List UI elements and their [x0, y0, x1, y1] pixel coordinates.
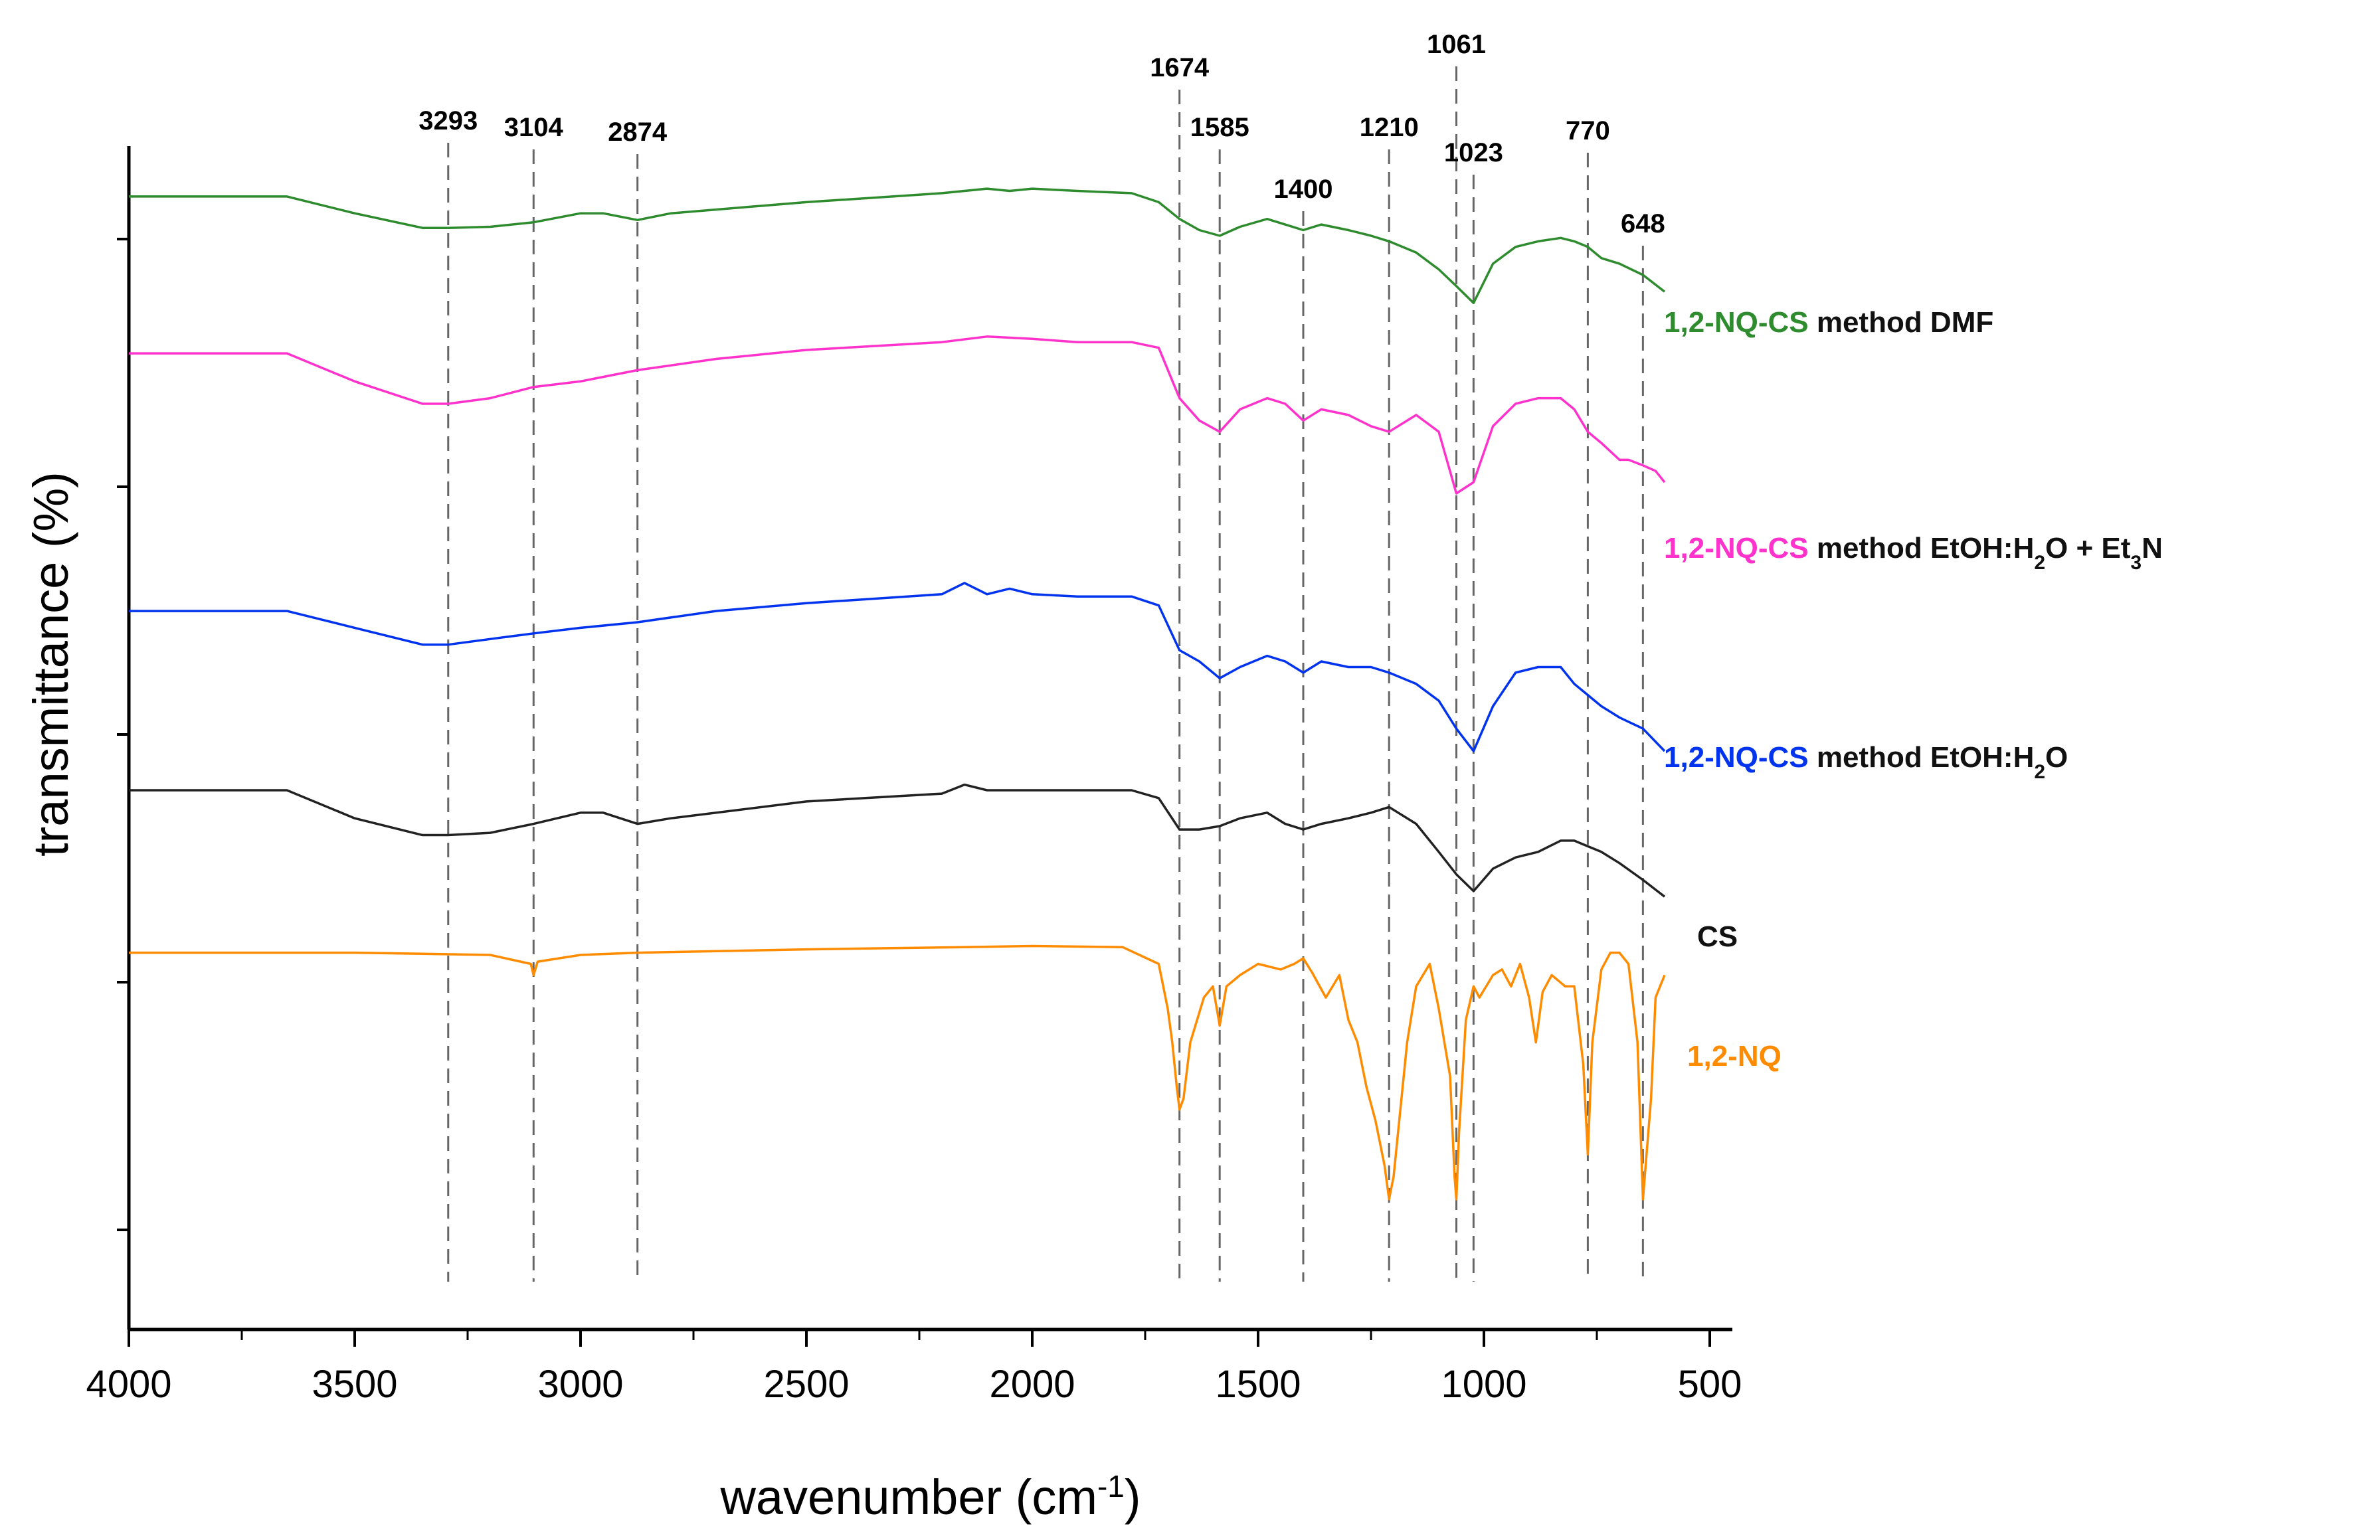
- peak-label: 2874: [608, 118, 668, 147]
- legend-label: 1,2-NQ-CS method DMF: [1664, 306, 1993, 339]
- legend-label: 1,2-NQ: [1687, 1040, 1782, 1072]
- peak-label: 1210: [1360, 113, 1419, 142]
- x-tick-label: 4000: [86, 1363, 171, 1406]
- peak-label: 1674: [1150, 53, 1210, 82]
- y-axis-title: transmittance (%): [23, 471, 78, 857]
- x-tick-label: 2000: [989, 1363, 1075, 1406]
- peak-label: 1400: [1274, 175, 1333, 204]
- legend-label: CS: [1697, 920, 1738, 953]
- x-tick-label: 3000: [537, 1363, 623, 1406]
- series-line: [129, 783, 1666, 898]
- legend-label: 1,2-NQ-CS method EtOH:H2O + Et3N: [1664, 532, 2163, 574]
- legend-label: 1,2-NQ-CS method EtOH:H2O: [1664, 741, 2068, 783]
- x-tick-label: 1000: [1441, 1363, 1526, 1406]
- peak-label: 648: [1621, 209, 1665, 238]
- x-axis-title: wavenumber (cm-1): [719, 1469, 1141, 1525]
- series-line: [129, 187, 1666, 304]
- x-tick-label: 3500: [312, 1363, 397, 1406]
- series-line: [129, 944, 1666, 1201]
- series-line: [129, 582, 1666, 752]
- peak-label: 3293: [418, 106, 478, 135]
- peak-label: 770: [1566, 116, 1610, 145]
- peak-label: 1585: [1190, 113, 1249, 142]
- peak-label: 1061: [1427, 30, 1486, 59]
- x-tick-label: 1500: [1215, 1363, 1301, 1406]
- peak-label: 3104: [504, 113, 564, 142]
- peak-label: 1023: [1444, 138, 1503, 167]
- series-line: [129, 335, 1666, 495]
- x-tick-label: 2500: [763, 1363, 849, 1406]
- x-tick-label: 500: [1678, 1363, 1742, 1406]
